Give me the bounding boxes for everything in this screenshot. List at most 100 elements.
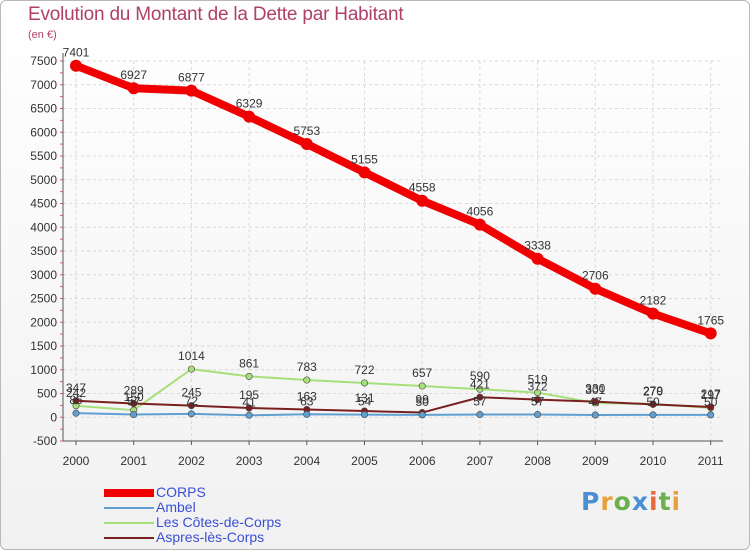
data-label-3: 347: [66, 381, 86, 395]
series-point-3: [649, 400, 657, 408]
x-tick-label: 2001: [120, 454, 147, 468]
data-label-1: 41: [242, 395, 256, 409]
y-tick-label: 500: [37, 387, 57, 401]
legend-swatch: [104, 507, 154, 509]
data-label-3: 131: [354, 391, 374, 405]
series-point-1: [245, 411, 253, 419]
legend-swatch: [104, 489, 154, 497]
data-label-0: 6877: [178, 71, 205, 85]
legend-label: Les Côtes-de-Corps: [156, 514, 282, 530]
x-tick-label: 2008: [524, 454, 551, 468]
x-tick-label: 2005: [351, 454, 378, 468]
y-tick-label: 3000: [30, 268, 57, 282]
data-label-0: 3338: [524, 239, 551, 253]
y-tick-label: 3500: [30, 244, 57, 258]
series-point-2: [187, 365, 195, 373]
x-tick-label: 2004: [293, 454, 320, 468]
series-point-3: [476, 393, 484, 401]
y-tick-label: 7500: [30, 54, 57, 68]
series-point-2: [360, 379, 368, 387]
series-point-1: [130, 411, 138, 419]
data-label-2: 861: [239, 356, 259, 370]
series-point-3: [245, 404, 253, 412]
series-point-1: [649, 411, 657, 419]
y-tick-label: 1500: [30, 339, 57, 353]
y-tick-label: 4500: [30, 197, 57, 211]
data-label-0: 5155: [351, 152, 378, 166]
series-point-1: [360, 411, 368, 419]
legend-label: CORPS: [156, 484, 206, 500]
series-point-2: [303, 376, 311, 384]
data-label-3: 289: [124, 384, 144, 398]
data-label-1: 86: [69, 393, 83, 407]
series-point-3: [707, 403, 715, 411]
data-label-2: 657: [412, 366, 432, 380]
data-label-1: 50: [704, 395, 718, 409]
y-tick-label: 2000: [30, 315, 57, 329]
y-axis-unit: (en €): [28, 29, 57, 41]
x-tick-label: 2002: [178, 454, 205, 468]
series-point-2: [534, 389, 542, 397]
series-point-1: [707, 411, 715, 419]
y-tick-label: 5000: [30, 173, 57, 187]
series-point-0: [531, 252, 544, 265]
series-point-0: [647, 307, 659, 320]
series-point-0: [589, 282, 602, 295]
data-label-0: 5753: [293, 124, 320, 138]
data-label-1: 57: [473, 395, 487, 409]
data-label-0: 6927: [120, 68, 147, 82]
x-tick-label: 2006: [409, 454, 436, 468]
series-point-0: [70, 59, 82, 72]
chart-title: Evolution du Montant de la Dette par Hab…: [28, 4, 404, 25]
series-point-0: [416, 194, 429, 207]
series-point-1: [534, 411, 542, 419]
proxiti-logo: Proxiti: [581, 487, 682, 516]
y-tick-label: 7000: [30, 78, 57, 92]
y-tick-label: 6500: [30, 102, 57, 116]
x-tick-label: 2010: [640, 454, 667, 468]
data-label-3: 195: [239, 388, 259, 402]
y-tick-label: -500: [33, 434, 57, 448]
series-point-2: [418, 382, 426, 390]
series-point-2: [245, 372, 253, 380]
series-line-1: [75, 412, 712, 417]
data-label-0: 1765: [697, 313, 724, 327]
data-label-3: 163: [297, 390, 317, 404]
data-label-3: 245: [181, 386, 201, 400]
series-point-0: [185, 84, 198, 97]
series-point-1: [476, 411, 484, 419]
series-point-0: [300, 137, 313, 150]
series-point-1: [418, 411, 426, 419]
data-label-1: 54: [358, 395, 372, 409]
data-label-0: 6329: [236, 97, 263, 111]
data-label-1: 57: [127, 395, 141, 409]
data-label-0: 7401: [63, 46, 90, 60]
series-point-2: [476, 385, 484, 393]
data-label-1: 47: [589, 395, 603, 409]
data-label-2: 150: [124, 390, 144, 404]
y-tick-label: 5500: [30, 149, 57, 163]
y-tick-label: 1000: [30, 363, 57, 377]
data-label-0: 4558: [409, 181, 436, 195]
data-label-2: 519: [528, 373, 548, 387]
series-line-2: [75, 368, 712, 412]
data-label-2: 722: [354, 363, 374, 377]
x-tick-label: 2000: [63, 454, 90, 468]
series-point-0: [473, 218, 486, 231]
y-tick-label: 2500: [30, 292, 57, 306]
series-point-0: [704, 327, 717, 340]
data-label-2: 301: [585, 383, 605, 397]
data-label-1: 50: [416, 395, 430, 409]
data-label-0: 2182: [640, 294, 667, 308]
data-label-3: 270: [643, 384, 663, 398]
series-point-3: [591, 398, 599, 406]
series-point-1: [303, 410, 311, 418]
data-label-3: 330: [585, 382, 605, 396]
data-label-2: 279: [643, 384, 663, 398]
data-label-1: 63: [300, 394, 314, 408]
data-label-3: 372: [528, 380, 548, 394]
data-label-1: 72: [185, 394, 199, 408]
y-tick-label: 6000: [30, 125, 57, 139]
legend-swatch: [104, 522, 154, 524]
